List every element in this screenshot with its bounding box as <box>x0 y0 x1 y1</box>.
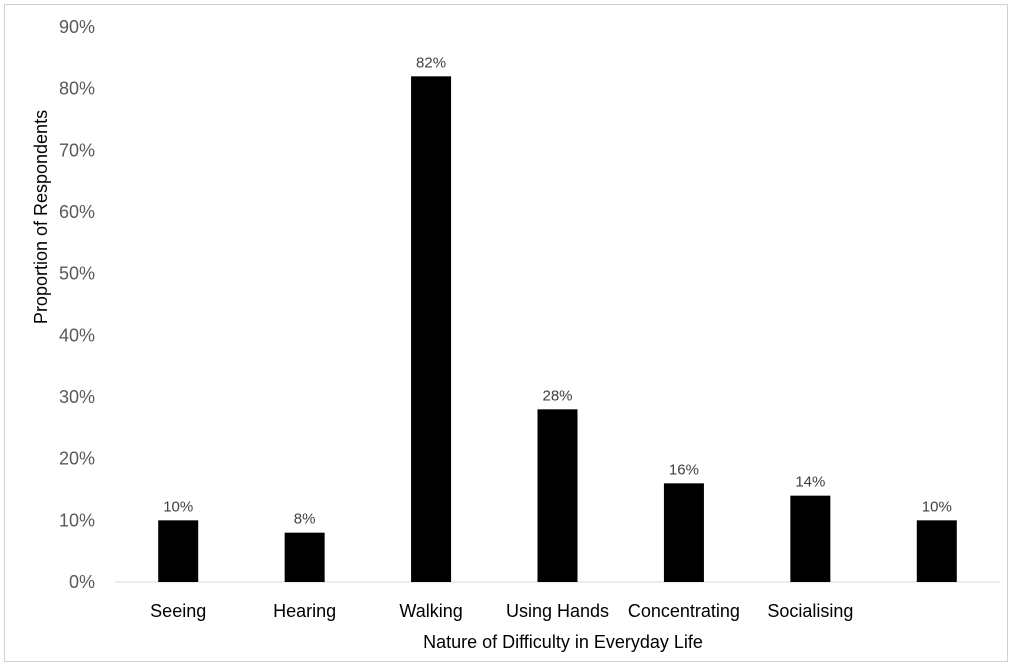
x-tick-label: Using Hands <box>506 601 609 621</box>
bars <box>158 76 957 582</box>
data-label: 10% <box>922 498 952 515</box>
data-labels: 10% 8% 82% 28% 16% 14% 10% <box>163 54 952 527</box>
y-tick-label: 30% <box>59 387 95 407</box>
x-axis-title: Nature of Difficulty in Everyday Life <box>423 632 703 652</box>
x-tick-label: Concentrating <box>628 601 740 621</box>
y-tick-label: 60% <box>59 202 95 222</box>
data-label: 16% <box>669 461 699 478</box>
x-tick-label: Socialising <box>767 601 853 621</box>
data-label: 8% <box>294 511 316 528</box>
y-tick-label: 0% <box>69 572 95 592</box>
bar <box>158 520 199 582</box>
data-label: 28% <box>542 387 572 404</box>
y-axis-ticks: 0% 10% 20% 30% 40% 50% 60% 70% 80% 90% <box>59 17 95 592</box>
y-tick-label: 40% <box>59 325 95 345</box>
data-label: 14% <box>795 474 825 491</box>
data-label: 10% <box>163 498 193 515</box>
y-axis-title: Proportion of Respondents <box>31 110 51 324</box>
bar <box>284 532 325 582</box>
x-axis-labels: Seeing Hearing Walking Using Hands Concentra… <box>150 601 853 621</box>
bar <box>916 520 957 582</box>
data-label: 82% <box>416 54 446 71</box>
x-tick-label: Seeing <box>150 601 206 621</box>
y-tick-label: 90% <box>59 17 95 37</box>
bar <box>663 483 704 582</box>
y-tick-label: 50% <box>59 264 95 284</box>
bar <box>790 495 831 582</box>
y-tick-label: 20% <box>59 449 95 469</box>
x-tick-label: Walking <box>399 601 462 621</box>
x-tick-label: Hearing <box>273 601 336 621</box>
y-tick-label: 70% <box>59 140 95 160</box>
y-tick-label: 10% <box>59 510 95 530</box>
bar <box>411 76 452 582</box>
bar <box>537 409 578 582</box>
y-tick-label: 80% <box>59 79 95 99</box>
